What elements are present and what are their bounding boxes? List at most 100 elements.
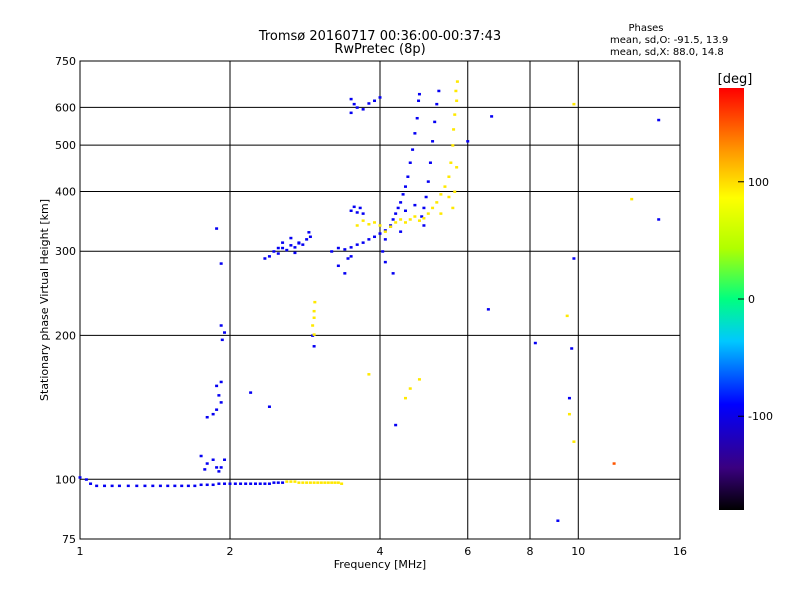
x-axis-label: Frequency [MHz]	[334, 558, 426, 571]
echo-point	[443, 185, 447, 188]
echo-point	[272, 250, 276, 253]
y-axis-ticks: 75 100 200 300 400 500 600 750	[55, 55, 76, 546]
echo-point	[454, 89, 458, 93]
y-tick-label: 400	[55, 185, 76, 198]
echo-point	[301, 243, 305, 246]
echo-point	[355, 243, 359, 246]
echo-point	[349, 97, 353, 101]
echo-point	[417, 92, 421, 96]
x-tick-label: 1	[77, 545, 84, 558]
echo-point	[572, 102, 576, 106]
echo-point	[567, 396, 571, 400]
echo-point	[281, 246, 285, 250]
echo-point	[396, 206, 400, 210]
echo-point	[78, 476, 82, 479]
echo-point	[333, 481, 337, 484]
echo-point	[346, 257, 350, 260]
echo-point	[220, 338, 224, 342]
echo-point	[367, 373, 371, 376]
echo-point	[205, 462, 209, 465]
echo-point	[103, 484, 107, 488]
echo-point	[203, 468, 207, 471]
echo-point	[239, 482, 243, 485]
echo-point	[352, 102, 356, 106]
echo-point	[411, 148, 415, 151]
colorbar-tick-label: 100	[748, 176, 769, 189]
echo-point	[453, 113, 457, 116]
echo-point	[373, 221, 377, 224]
echo-point	[343, 272, 347, 275]
echo-point	[276, 481, 280, 484]
phase-summary-title: Phases	[628, 23, 663, 34]
echo-point	[439, 212, 443, 215]
echo-point	[406, 175, 410, 178]
echo-point	[276, 252, 280, 255]
echo-point	[326, 481, 330, 484]
echo-point	[433, 120, 437, 124]
echo-point	[249, 482, 253, 485]
echo-point	[211, 412, 215, 416]
echo-point	[399, 218, 403, 221]
echo-point	[367, 223, 371, 226]
echo-point	[455, 99, 459, 103]
echo-point	[403, 396, 407, 400]
echo-point	[415, 116, 419, 120]
echo-point	[389, 225, 393, 228]
echo-point	[307, 231, 311, 234]
echo-point	[151, 484, 155, 488]
x-tick-label: 2	[227, 545, 234, 558]
echo-point	[349, 111, 353, 115]
echo-point	[420, 215, 424, 218]
echo-point	[95, 484, 99, 488]
echo-point	[417, 99, 421, 103]
echo-point	[330, 250, 334, 253]
echo-point	[211, 483, 215, 487]
echo-point	[431, 206, 435, 210]
echo-point	[394, 423, 398, 427]
echo-point	[217, 470, 221, 473]
echo-point	[572, 440, 576, 443]
echo-point	[428, 161, 432, 164]
echo-point	[378, 96, 382, 99]
x-grid	[229, 61, 579, 539]
echo-point	[312, 345, 316, 348]
echo-point	[361, 108, 365, 111]
echo-point	[408, 218, 412, 221]
y-tick-label: 300	[55, 245, 76, 258]
echo-point	[276, 246, 280, 250]
echo-point	[565, 314, 569, 318]
echo-point	[570, 347, 574, 350]
echo-point	[361, 212, 365, 215]
echo-point	[135, 484, 139, 488]
echo-point	[233, 482, 237, 485]
echo-point	[361, 219, 365, 222]
echo-point	[293, 251, 297, 255]
echo-point	[312, 309, 316, 313]
colorbar-label: [deg]	[718, 72, 753, 87]
echo-point	[399, 230, 403, 233]
echo-point	[117, 484, 121, 488]
echo-point	[358, 206, 362, 210]
echo-point	[349, 255, 353, 258]
echo-point	[281, 241, 285, 244]
echo-point	[399, 201, 403, 204]
echo-point	[439, 193, 443, 196]
echo-point	[215, 227, 219, 230]
echo-point	[403, 221, 407, 224]
echo-point	[435, 102, 439, 106]
echo-point	[486, 308, 490, 311]
echo-point	[199, 483, 203, 487]
echo-point	[431, 140, 435, 143]
echo-point	[447, 195, 451, 199]
echo-point	[217, 482, 221, 485]
echo-point	[556, 519, 560, 522]
chart-title: Tromsø 20160717 00:36:00-00:37:43	[258, 29, 501, 44]
x-tick-label: 8	[527, 545, 534, 558]
echo-point	[630, 197, 634, 201]
echo-point	[228, 482, 232, 485]
echo-point	[426, 180, 430, 183]
echo-point	[158, 484, 162, 488]
echo-point	[215, 408, 219, 411]
echo-point	[330, 481, 334, 484]
phase-summary: Phases mean, sd,O: -91.5, 13.9 mean, sd,…	[610, 23, 728, 58]
